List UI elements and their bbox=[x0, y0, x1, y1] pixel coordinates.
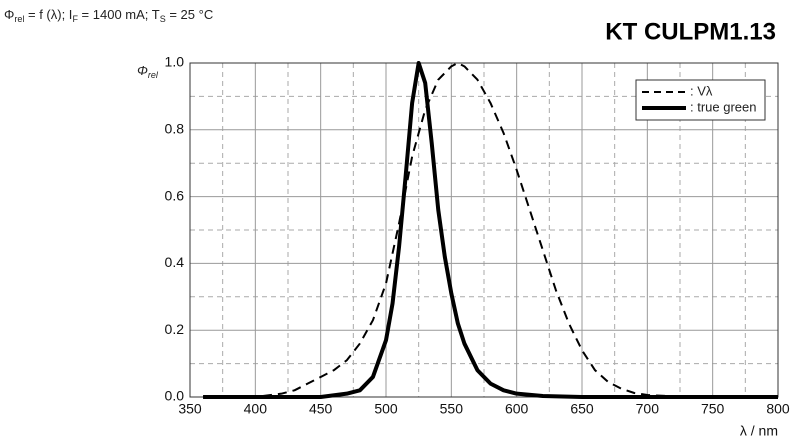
legend-label: : Vλ bbox=[690, 83, 713, 98]
legend-box bbox=[635, 79, 766, 121]
product-title: KT CULPM1.13 bbox=[605, 18, 776, 45]
text-part: Φ bbox=[4, 7, 14, 22]
series-line bbox=[203, 61, 778, 399]
x-tick-label: 550 bbox=[440, 401, 464, 417]
x-tick-label: 500 bbox=[374, 401, 398, 417]
x-tick-label: 400 bbox=[244, 401, 268, 417]
x-axis-label: λ / nm bbox=[740, 423, 778, 439]
subscript: F bbox=[72, 14, 78, 24]
y-tick-label: 0.0 bbox=[165, 388, 185, 404]
text-part: = 1400 mA; T bbox=[78, 7, 160, 22]
y-tick-label: 0.6 bbox=[165, 187, 185, 203]
subscript: rel bbox=[14, 14, 24, 24]
text-part: = f (λ); I bbox=[24, 7, 72, 22]
chart-title: Φrel = f (λ); IF = 1400 mA; TS = 25 °C bbox=[4, 7, 213, 24]
y-tick-label: 1.0 bbox=[165, 54, 185, 70]
x-tick-label: 750 bbox=[701, 401, 725, 417]
legend-label: : true green bbox=[690, 99, 757, 114]
x-tick-label: 600 bbox=[505, 401, 529, 417]
y-axis-label: Φrel bbox=[137, 63, 159, 80]
y-tick-label: 0.4 bbox=[165, 254, 185, 270]
subscript: S bbox=[160, 14, 166, 24]
x-tick-label: 700 bbox=[636, 401, 660, 417]
subscript: rel bbox=[148, 70, 159, 80]
x-tick-label: 650 bbox=[570, 401, 594, 417]
x-tick-label: 800 bbox=[766, 401, 790, 417]
plot-frame bbox=[189, 62, 779, 398]
y-tick-label: 0.2 bbox=[165, 321, 185, 337]
x-tick-label: 350 bbox=[178, 401, 202, 417]
text-part: Φ bbox=[137, 63, 148, 78]
x-tick-label: 450 bbox=[309, 401, 333, 417]
text-part: = 25 °C bbox=[166, 7, 213, 22]
series-line bbox=[203, 62, 778, 398]
y-tick-label: 0.8 bbox=[165, 121, 185, 137]
